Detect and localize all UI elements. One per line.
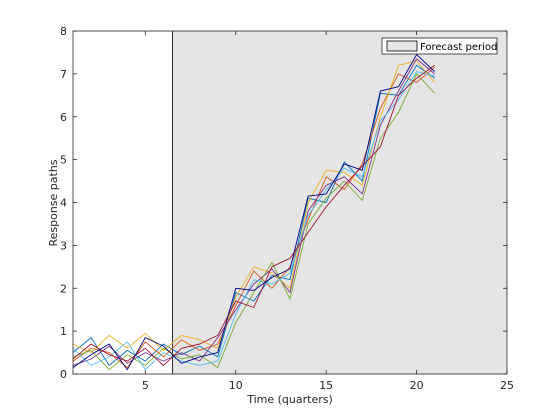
y-tick-label: 6 — [60, 111, 67, 124]
series-line-7 — [72, 64, 435, 366]
y-tick-label: 4 — [60, 197, 67, 210]
legend: Forecast period — [381, 37, 498, 55]
series-line-1 — [72, 64, 435, 366]
series-line-6 — [72, 71, 435, 371]
x-tick-label: 25 — [500, 379, 514, 392]
legend-swatch-forecast-period — [386, 40, 418, 52]
x-tick-label: 5 — [142, 379, 149, 392]
y-tick-label: 1 — [60, 325, 67, 338]
x-tick-label: 20 — [410, 379, 424, 392]
x-axis-ticks: 5 10 15 20 25 — [142, 31, 514, 392]
y-tick-label: 3 — [60, 239, 67, 252]
y-axis-ticks: 0 1 2 3 4 5 6 7 8 — [60, 25, 507, 381]
x-tick-label: 10 — [229, 379, 243, 392]
y-axis-label: Response paths — [47, 159, 60, 246]
y-tick-label: 2 — [60, 282, 67, 295]
y-tick-label: 5 — [60, 154, 67, 167]
series-layer — [72, 54, 436, 371]
legend-label-forecast-period: Forecast period — [420, 42, 497, 53]
y-tick-label: 0 — [60, 368, 67, 381]
y-tick-label: 7 — [60, 68, 67, 81]
x-tick-label: 15 — [319, 379, 333, 392]
forecast-period-region — [172, 31, 508, 374]
series-line-8 — [72, 54, 436, 371]
x-axis-label: Time (quarters) — [246, 393, 333, 406]
y-tick-label: 8 — [60, 25, 67, 38]
